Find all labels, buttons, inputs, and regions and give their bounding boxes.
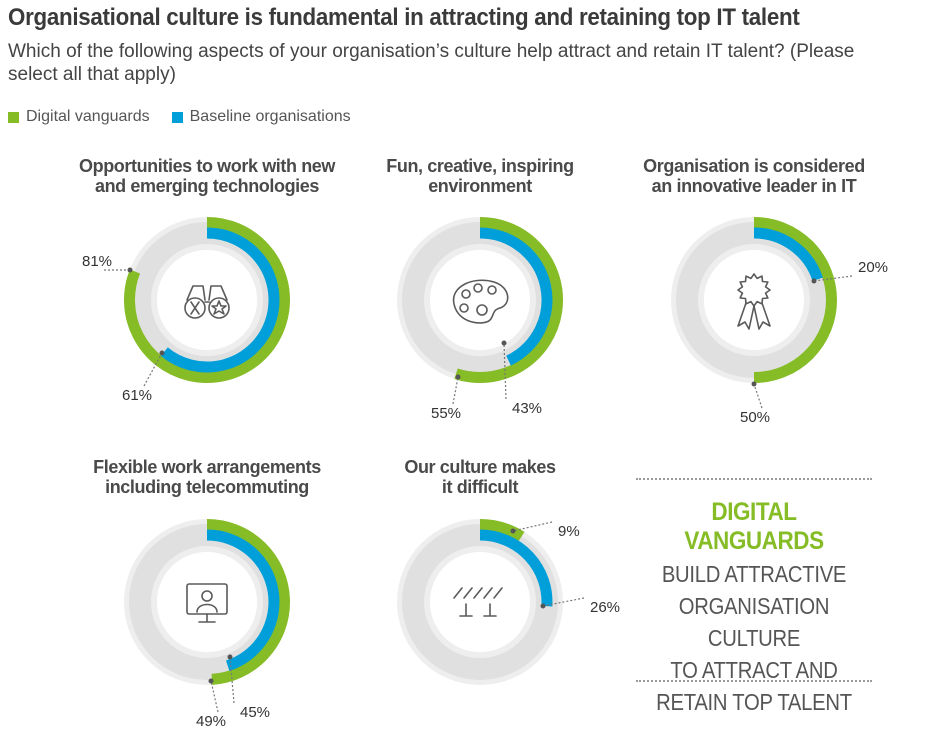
callout-line: RETAIN TOP TALENT xyxy=(656,689,852,715)
arc-digital-vanguards xyxy=(124,217,290,383)
award-ribbon-icon xyxy=(737,273,771,330)
value-label-baseline: 45% xyxy=(240,704,270,721)
binoculars-lens-right xyxy=(208,297,230,319)
value-label-baseline: 61% xyxy=(122,387,152,404)
callout-line: TO ATTRACT AND xyxy=(670,657,838,683)
palette-hole xyxy=(476,304,488,316)
chart-title: and emerging technologies xyxy=(95,176,319,196)
callout-headline: DIGITAL VANGUARDS xyxy=(684,498,824,555)
leader-dot xyxy=(208,678,214,684)
arc-baseline-organisations xyxy=(160,227,280,373)
page-title: Organisational culture is fundamental in… xyxy=(8,4,800,31)
chart-title: Organisation is considered xyxy=(643,156,865,176)
leader-line xyxy=(503,342,507,400)
leader-dot xyxy=(811,278,817,284)
leader-dot xyxy=(127,267,133,273)
leader-line xyxy=(452,376,459,405)
barrier-legs xyxy=(459,603,497,617)
callout-body: BUILD ATTRACTIVE ORGANISATION CULTURE TO… xyxy=(650,558,858,718)
callout-line: ORGANISATION CULTURE xyxy=(678,593,830,651)
monitor-person-head xyxy=(201,590,213,602)
monitor-person-stand xyxy=(196,603,218,623)
binoculars-star xyxy=(211,300,227,315)
leader-dot xyxy=(159,350,165,356)
binoculars-body xyxy=(186,285,228,303)
callout-box: DIGITAL VANGUARDS BUILD ATTRACTIVE ORGAN… xyxy=(636,478,872,715)
donut-hole xyxy=(704,250,804,350)
legend-label-baseline: Baseline organisations xyxy=(189,108,351,125)
value-label-baseline: 43% xyxy=(512,400,542,417)
leader-dot xyxy=(455,374,461,380)
legend-swatch-baseline xyxy=(171,111,183,123)
legend-item-baseline: Baseline organisations xyxy=(171,108,351,126)
leader-line xyxy=(753,383,763,409)
value-label-digital: 9% xyxy=(558,523,580,540)
chart-title: Opportunities to work with new xyxy=(79,156,336,176)
chart-title: it difficult xyxy=(442,477,519,497)
value-label-baseline: 20% xyxy=(858,259,888,276)
palette-outline xyxy=(452,279,509,324)
value-label-digital: 55% xyxy=(431,405,461,422)
donut-hole xyxy=(430,250,530,350)
page-subtitle: Which of the following aspects of your o… xyxy=(8,41,855,85)
palette-dot xyxy=(473,283,483,293)
leader-dot xyxy=(751,381,757,387)
leader-dot xyxy=(227,654,233,660)
value-label-digital: 81% xyxy=(82,253,112,270)
value-label-baseline: 26% xyxy=(590,599,620,616)
video-call-icon xyxy=(186,583,228,623)
leader-line xyxy=(210,680,219,713)
arc-digital-vanguards xyxy=(454,217,563,383)
chart-title: including telecommuting xyxy=(105,477,309,497)
chart-title: Our culture makes xyxy=(404,457,556,477)
barrier-stripes xyxy=(453,587,503,599)
chart-title: Fun, creative, inspiring xyxy=(386,156,573,176)
legend-swatch-digital xyxy=(8,111,19,123)
donut-hole xyxy=(157,552,257,652)
leader-dot xyxy=(540,603,546,609)
chart-title: Flexible work arrangements xyxy=(93,457,321,477)
donut-hole xyxy=(157,250,257,350)
arc-baseline-organisations xyxy=(479,227,553,366)
palette-icon xyxy=(452,279,509,324)
binoculars-icon xyxy=(184,285,230,319)
arc-baseline-organisations xyxy=(206,529,280,671)
donut-hole xyxy=(430,552,530,652)
legend-label-digital: Digital vanguards xyxy=(26,108,150,125)
callout-line: BUILD ATTRACTIVE xyxy=(661,561,847,587)
arc-digital-vanguards xyxy=(206,519,290,685)
arc-digital-vanguards xyxy=(479,519,525,542)
arc-baseline-organisations xyxy=(479,529,553,607)
leader-dot xyxy=(501,340,507,346)
leader-line xyxy=(512,521,553,532)
palette-dot xyxy=(461,289,471,299)
barrier-icon xyxy=(453,587,503,617)
arc-digital-vanguards xyxy=(753,217,837,383)
award-ribbons xyxy=(737,302,771,330)
binoculars-dna xyxy=(190,301,200,315)
legend: Digital vanguards Baseline organisations xyxy=(8,108,351,126)
chart-title: environment xyxy=(428,176,532,196)
leader-dot xyxy=(510,528,516,534)
binoculars-lens-left xyxy=(184,297,206,319)
arc-baseline-organisations xyxy=(753,227,823,282)
value-label-digital: 50% xyxy=(740,409,770,426)
value-label-digital: 49% xyxy=(196,713,226,730)
legend-item-digital: Digital vanguards xyxy=(8,108,150,126)
palette-dot xyxy=(487,285,497,295)
palette-dot xyxy=(459,303,469,313)
leader-line xyxy=(542,597,585,607)
chart-title: an innovative leader in IT xyxy=(652,176,857,196)
